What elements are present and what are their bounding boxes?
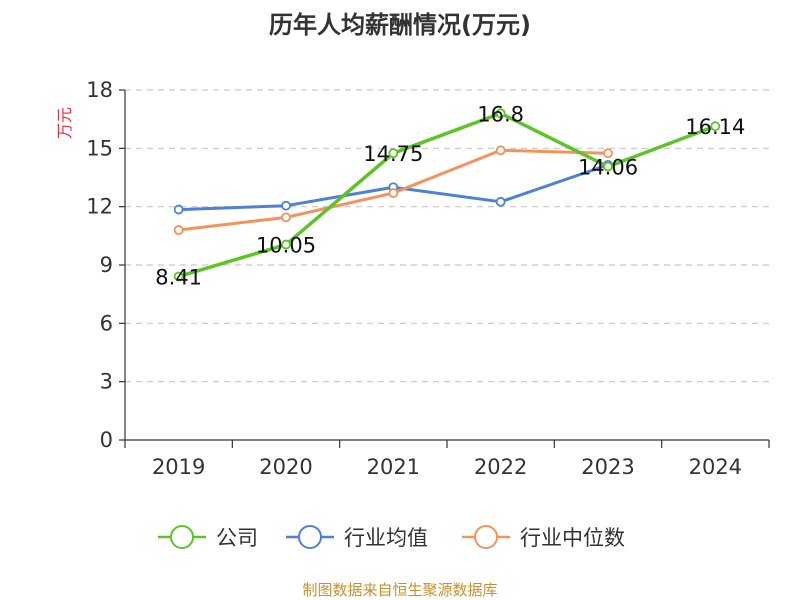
legend-label: 行业中位数 — [520, 526, 625, 550]
y-tick-label: 6 — [100, 311, 113, 335]
y-tick-label: 0 — [100, 428, 113, 452]
data-point — [710, 121, 721, 132]
series-group — [173, 108, 721, 282]
source-note: 制图数据来自恒生聚源数据库 — [302, 581, 497, 599]
legend-label: 公司 — [216, 526, 258, 550]
y-tick-label: 3 — [100, 370, 113, 394]
data-point — [603, 148, 613, 159]
data-point — [388, 148, 399, 159]
data-label: 16.14 — [685, 115, 745, 139]
legend-label: 行业均值 — [344, 526, 428, 550]
data-label: 8.41 — [155, 265, 202, 289]
legend-item[interactable]: 公司 — [158, 525, 258, 550]
x-tick-label: 2023 — [581, 455, 634, 479]
data-point — [173, 225, 184, 235]
data-point — [173, 271, 184, 282]
data-point — [173, 204, 184, 215]
gridlines — [125, 89, 769, 383]
legend-marker — [474, 525, 498, 549]
data-label: 14.06 — [578, 156, 638, 180]
legend-marker — [170, 525, 194, 549]
y-tick-label: 18 — [86, 78, 113, 102]
legend-item[interactable]: 行业均值 — [286, 525, 428, 550]
chart-title: 历年人均薪酬情况(万元) — [269, 11, 531, 39]
x-tick-label: 2021 — [367, 455, 420, 479]
data-point — [495, 108, 506, 119]
data-point — [388, 188, 399, 198]
data-point — [495, 145, 506, 156]
data-point — [281, 212, 291, 223]
data-point — [495, 196, 506, 207]
legend-item[interactable]: 行业中位数 — [462, 525, 625, 550]
data-point — [281, 239, 291, 250]
x-tick-label: 2020 — [259, 455, 312, 479]
series-line — [178, 111, 716, 279]
x-tick-label: 2022 — [474, 455, 527, 479]
x-tick-label: 2024 — [689, 455, 742, 479]
y-axis-label: 万元 — [55, 107, 74, 139]
data-label: 10.05 — [256, 234, 316, 258]
y-tick-label: 15 — [86, 136, 113, 160]
axes: 0 3 6 9 12 15 18 2019 2020 2021 2022 2023 2024 — [86, 78, 770, 479]
data-point — [281, 200, 291, 211]
x-tick-label: 2019 — [152, 455, 205, 479]
legend[interactable]: 公司 行业均值 行业中位数 — [158, 525, 625, 550]
y-tick-label: 9 — [100, 253, 113, 277]
legend-marker — [298, 525, 322, 549]
data-labels: 8.41 10.05 14.75 16.8 14.06 16.14 — [155, 102, 745, 289]
data-label: 16.8 — [477, 102, 524, 126]
y-tick-label: 12 — [86, 195, 113, 219]
data-label: 14.75 — [363, 142, 423, 166]
data-point — [603, 161, 613, 172]
